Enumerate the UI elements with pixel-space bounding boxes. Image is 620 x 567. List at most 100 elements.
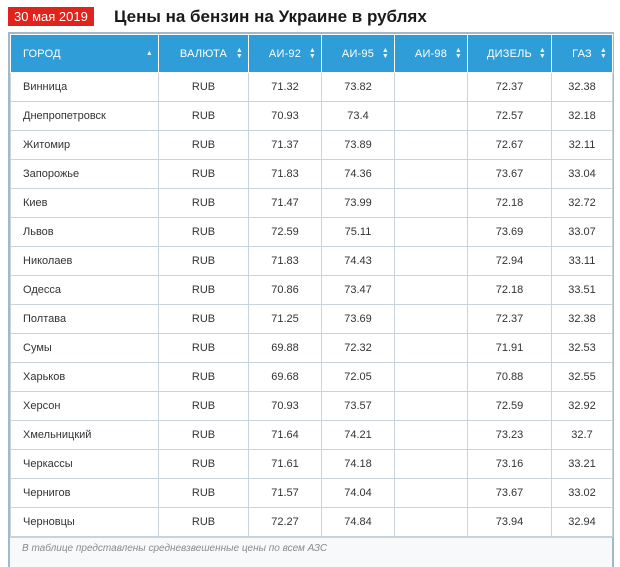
column-header-label: ГАЗ <box>572 47 592 60</box>
table-row: Одесса RUB 70.86 73.47 72.18 33.51 <box>10 275 613 305</box>
column-header-currency[interactable]: ВАЛЮТА ▲ ▼ <box>158 34 249 73</box>
sort-icon[interactable]: ▲ ▼ <box>308 46 316 60</box>
cell-diesel: 73.16 <box>467 449 552 479</box>
table-footnote: В таблице представлены средневзвешенные … <box>10 537 612 567</box>
cell-ai92: 70.93 <box>248 391 322 421</box>
cell-ai95: 73.89 <box>321 130 395 160</box>
column-header-city[interactable]: ГОРОД ▲ <box>10 34 159 73</box>
cell-ai98 <box>394 275 468 305</box>
table-row: Сумы RUB 69.88 72.32 71.91 32.53 <box>10 333 613 363</box>
cell-ai98 <box>394 391 468 421</box>
column-header-ai98[interactable]: АИ-98 ▲ ▼ <box>394 34 468 73</box>
cell-ai95: 72.32 <box>321 333 395 363</box>
cell-city: Чернигов <box>10 478 159 508</box>
sort-icon[interactable]: ▲ ▼ <box>538 46 546 60</box>
column-header-label: ДИЗЕЛЬ <box>487 47 532 60</box>
cell-ai95: 73.99 <box>321 188 395 218</box>
cell-ai98 <box>394 362 468 392</box>
cell-gas: 32.94 <box>551 507 613 537</box>
cell-currency: RUB <box>158 72 249 102</box>
cell-city: Житомир <box>10 130 159 160</box>
table-row: Харьков RUB 69.68 72.05 70.88 32.55 <box>10 362 613 392</box>
cell-currency: RUB <box>158 101 249 131</box>
cell-gas: 32.92 <box>551 391 613 421</box>
cell-currency: RUB <box>158 362 249 392</box>
cell-gas: 32.72 <box>551 188 613 218</box>
price-table: ГОРОД ▲ ВАЛЮТА ▲ ▼ АИ-92 ▲ ▼ АИ-95 ▲ ▼ АИ-98 ▲ ▼ ДИЗЕЛ… <box>10 34 613 537</box>
cell-ai95: 74.84 <box>321 507 395 537</box>
column-header-label: АИ-95 <box>341 47 375 60</box>
cell-city: Николаев <box>10 246 159 276</box>
cell-ai95: 74.43 <box>321 246 395 276</box>
cell-ai98 <box>394 420 468 450</box>
cell-ai95: 74.04 <box>321 478 395 508</box>
cell-currency: RUB <box>158 507 249 537</box>
cell-currency: RUB <box>158 275 249 305</box>
sort-asc-icon[interactable]: ▲ <box>145 49 153 57</box>
column-header-label: ВАЛЮТА <box>179 47 228 60</box>
cell-currency: RUB <box>158 246 249 276</box>
cell-diesel: 73.23 <box>467 420 552 450</box>
sort-icon[interactable]: ▲ ▼ <box>454 46 462 60</box>
table-row: Запорожье RUB 71.83 74.36 73.67 33.04 <box>10 159 613 189</box>
cell-diesel: 72.37 <box>467 304 552 334</box>
cell-city: Винница <box>10 72 159 102</box>
cell-gas: 32.38 <box>551 72 613 102</box>
date-badge: 30 мая 2019 <box>8 7 94 26</box>
cell-ai98 <box>394 449 468 479</box>
column-header-diesel[interactable]: ДИЗЕЛЬ ▲ ▼ <box>467 34 552 73</box>
cell-ai92: 71.57 <box>248 478 322 508</box>
cell-diesel: 72.94 <box>467 246 552 276</box>
table-header-row: ГОРОД ▲ ВАЛЮТА ▲ ▼ АИ-92 ▲ ▼ АИ-95 ▲ ▼ АИ-98 ▲ ▼ ДИЗЕЛ… <box>10 34 613 73</box>
column-header-gas[interactable]: ГАЗ ▲ ▼ <box>551 34 613 73</box>
cell-ai98 <box>394 304 468 334</box>
cell-city: Хмельницкий <box>10 420 159 450</box>
sort-icon[interactable]: ▲ ▼ <box>599 46 607 60</box>
cell-currency: RUB <box>158 130 249 160</box>
cell-ai95: 73.4 <box>321 101 395 131</box>
cell-ai95: 73.57 <box>321 391 395 421</box>
cell-city: Сумы <box>10 333 159 363</box>
cell-diesel: 72.59 <box>467 391 552 421</box>
table-row: Киев RUB 71.47 73.99 72.18 32.72 <box>10 188 613 218</box>
table-row: Днепропетровск RUB 70.93 73.4 72.57 32.18 <box>10 101 613 131</box>
cell-ai92: 71.83 <box>248 159 322 189</box>
cell-ai98 <box>394 72 468 102</box>
cell-city: Черновцы <box>10 507 159 537</box>
column-header-ai92[interactable]: АИ-92 ▲ ▼ <box>248 34 322 73</box>
cell-currency: RUB <box>158 449 249 479</box>
cell-city: Одесса <box>10 275 159 305</box>
sort-icon[interactable]: ▲ ▼ <box>381 46 389 60</box>
cell-ai92: 72.59 <box>248 217 322 247</box>
column-header-ai95[interactable]: АИ-95 ▲ ▼ <box>321 34 395 73</box>
table-row: Хмельницкий RUB 71.64 74.21 73.23 32.7 <box>10 420 613 450</box>
cell-ai98 <box>394 217 468 247</box>
cell-gas: 32.18 <box>551 101 613 131</box>
cell-ai95: 73.82 <box>321 72 395 102</box>
cell-ai92: 70.86 <box>248 275 322 305</box>
sort-icon[interactable]: ▲ ▼ <box>235 46 243 60</box>
table-row: Херсон RUB 70.93 73.57 72.59 32.92 <box>10 391 613 421</box>
cell-city: Харьков <box>10 362 159 392</box>
cell-ai92: 71.25 <box>248 304 322 334</box>
cell-diesel: 73.67 <box>467 159 552 189</box>
column-header-label: АИ-92 <box>268 47 302 60</box>
cell-currency: RUB <box>158 188 249 218</box>
cell-gas: 32.7 <box>551 420 613 450</box>
cell-ai92: 71.83 <box>248 246 322 276</box>
cell-diesel: 72.18 <box>467 188 552 218</box>
table-row: Полтава RUB 71.25 73.69 72.37 32.38 <box>10 304 613 334</box>
cell-currency: RUB <box>158 304 249 334</box>
table-row: Николаев RUB 71.83 74.43 72.94 33.11 <box>10 246 613 276</box>
cell-currency: RUB <box>158 391 249 421</box>
table-row: Черновцы RUB 72.27 74.84 73.94 32.94 <box>10 507 613 537</box>
cell-currency: RUB <box>158 420 249 450</box>
cell-ai92: 70.93 <box>248 101 322 131</box>
cell-ai95: 74.36 <box>321 159 395 189</box>
cell-ai92: 71.61 <box>248 449 322 479</box>
table-row: Черкассы RUB 71.61 74.18 73.16 33.21 <box>10 449 613 479</box>
page-title: Цены на бензин на Украине в рублях <box>114 7 427 26</box>
cell-diesel: 72.37 <box>467 72 552 102</box>
cell-diesel: 71.91 <box>467 333 552 363</box>
cell-ai92: 72.27 <box>248 507 322 537</box>
